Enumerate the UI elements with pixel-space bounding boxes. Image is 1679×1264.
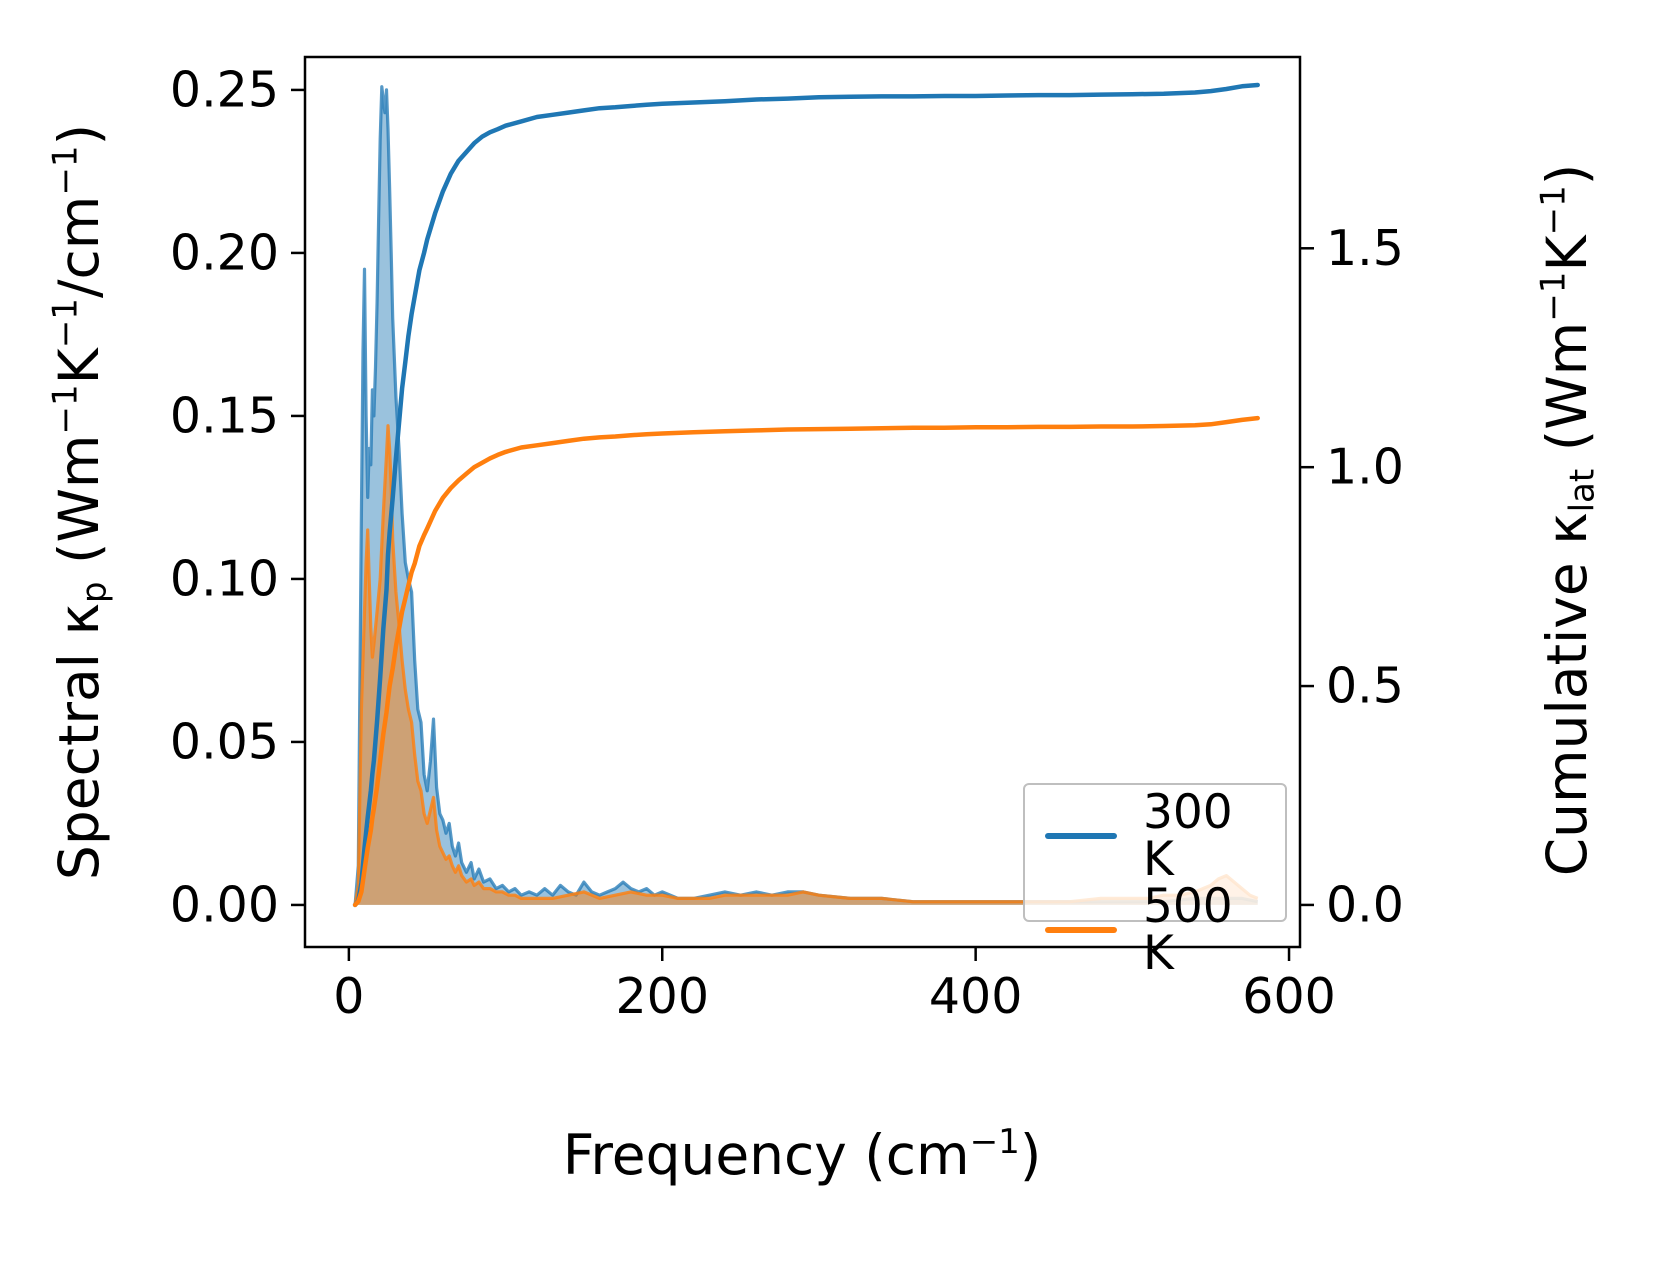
right-y-tick-label: 0.5 [1326,658,1404,715]
right-y-tick-label: 1.0 [1326,439,1404,496]
legend-label-500k: 500 K [1143,879,1233,981]
right-y-axis-label: Cumulative κlat (Wm−1K−1) [1533,163,1603,877]
x-axis-label: Frequency (cm−1) [562,1122,1042,1188]
spectral-kappa-500K-edge [353,424,1259,906]
left-y-tick-label: 0.20 [170,224,279,281]
legend-label-300k: 300 K [1143,785,1233,887]
right-y-tick-label: 1.5 [1326,220,1404,277]
x-tick-label: 200 [615,968,709,1025]
cumulative-kappa-300K-line [352,82,1260,908]
plot-frame [303,55,1302,949]
x-tick-label: 600 [1242,968,1336,1025]
left-y-tick-label: 0.10 [170,550,279,607]
legend-line-300k-icon [1045,833,1117,839]
legend-line-500k-icon [1045,927,1117,933]
left-y-tick-label: 0.25 [170,61,279,118]
right-y-tick-label: 0.0 [1326,876,1404,933]
legend-entry-300k: 300 K [1045,789,1265,883]
left-y-tick-label: 0.05 [170,713,279,770]
x-tick-label: 400 [929,968,1023,1025]
legend-entry-500k: 500 K [1045,883,1265,977]
legend: 300 K 500 K [1023,783,1287,977]
left-y-tick-label: 0.00 [170,876,279,933]
left-y-tick-label: 0.15 [170,387,279,444]
cumulative-kappa-500K-line [352,415,1260,908]
left-y-axis-label: Spectral κp (Wm−1K−1/cm−1) [45,123,115,881]
x-tick-label: 0 [333,968,364,1025]
